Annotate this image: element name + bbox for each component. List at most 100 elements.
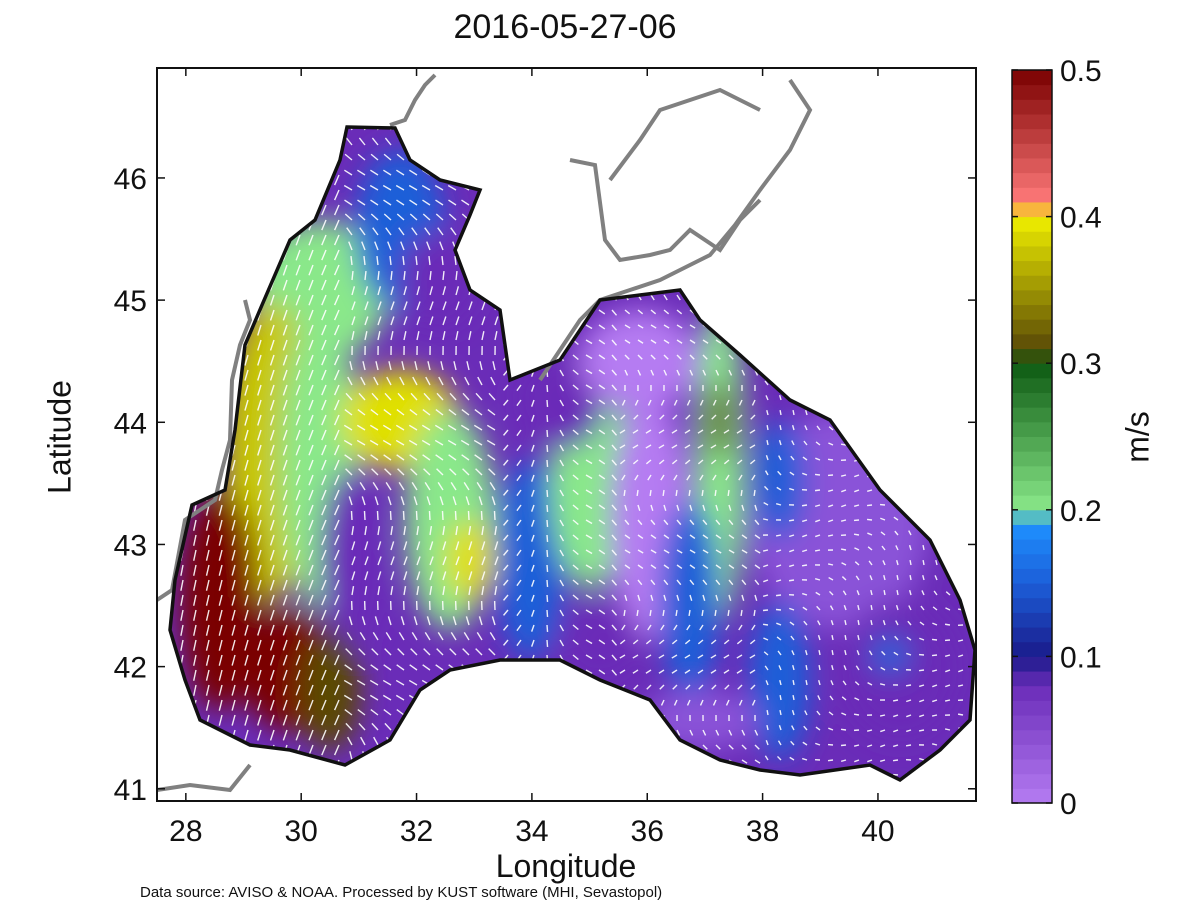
velocity-vector (572, 444, 579, 451)
colorbar-swatch (1012, 363, 1052, 379)
velocity-vector (634, 399, 639, 406)
velocity-vector (559, 624, 565, 632)
velocity-vector (333, 219, 340, 231)
velocity-vector (689, 369, 694, 376)
velocity-vector (841, 696, 847, 701)
velocity-vector (383, 454, 392, 461)
velocity-vector (738, 399, 743, 406)
velocity-vector (424, 482, 431, 491)
velocity-vector (346, 482, 353, 491)
velocity-vector (377, 556, 382, 566)
velocity-vector (572, 354, 579, 361)
velocity-vector (585, 669, 593, 675)
velocity-vector (935, 559, 938, 566)
velocity-vector (308, 429, 314, 441)
velocity-vector (572, 534, 579, 541)
velocity-vector (359, 482, 366, 491)
velocity-vector (619, 459, 626, 465)
y-axis-label: Latitude (41, 380, 78, 494)
velocity-vector (685, 684, 691, 690)
velocity-vector (257, 324, 262, 336)
velocity-vector (333, 444, 340, 456)
velocity-vector (257, 489, 262, 501)
velocity-vector (282, 534, 288, 546)
colorbar-swatch (1012, 84, 1052, 100)
velocity-vector (724, 684, 730, 690)
velocity-vector (269, 624, 275, 636)
velocity-vector (502, 639, 509, 646)
velocity-vector (697, 444, 704, 449)
velocity-vector (676, 519, 682, 526)
velocity-vector (763, 579, 769, 583)
velocity-vector (620, 414, 626, 420)
velocity-vector (400, 616, 405, 626)
velocity-vector (598, 519, 606, 525)
velocity-vector (776, 755, 782, 761)
velocity-vector (321, 399, 327, 411)
velocity-vector (671, 654, 678, 659)
velocity-vector (193, 564, 197, 576)
velocity-vector (908, 545, 912, 551)
velocity-vector (531, 444, 535, 452)
velocity-vector (559, 639, 565, 647)
velocity-vector (611, 504, 618, 511)
velocity-vector (180, 564, 184, 576)
velocity-vector (712, 699, 717, 706)
velocity-vector (363, 255, 366, 266)
velocity-vector (218, 594, 223, 606)
velocity-vector (384, 392, 392, 401)
velocity-vector (491, 496, 496, 506)
velocity-vector (649, 489, 652, 497)
velocity-vector (572, 429, 579, 436)
velocity-vector (231, 504, 236, 516)
velocity-vector (357, 153, 366, 161)
velocity-vector (854, 561, 860, 566)
velocity-vector (390, 270, 393, 281)
colorbar-swatch (1012, 700, 1052, 716)
velocity-vector (439, 241, 444, 251)
velocity-vector (619, 669, 626, 674)
velocity-vector (660, 624, 665, 631)
velocity-vector (611, 669, 618, 676)
velocity-vector (585, 474, 593, 480)
velocity-vector (815, 441, 821, 446)
velocity-vector (333, 414, 340, 426)
velocity-vector (377, 526, 381, 536)
velocity-vector (244, 654, 249, 666)
velocity-vector (321, 594, 327, 606)
velocity-vector (741, 549, 748, 554)
colorbar-swatch (1012, 157, 1052, 174)
velocity-vector (546, 579, 549, 588)
velocity-vector (308, 414, 314, 426)
velocity-vector (944, 623, 951, 626)
velocity-vector (632, 429, 639, 434)
velocity-vector (350, 255, 353, 266)
velocity-vector (658, 639, 665, 645)
velocity-vector (676, 339, 683, 344)
velocity-vector (791, 440, 795, 446)
velocity-vector (360, 736, 366, 746)
velocity-vector (676, 294, 681, 301)
velocity-vector (572, 369, 579, 376)
velocity-vector (516, 579, 522, 587)
velocity-vector (546, 564, 549, 573)
velocity-vector (611, 594, 618, 601)
velocity-vector (377, 301, 382, 311)
velocity-vector (831, 664, 834, 671)
velocity-vector (409, 199, 418, 206)
velocity-vector (754, 549, 761, 554)
velocity-vector (448, 408, 457, 416)
velocity-vector (442, 541, 447, 551)
velocity-vector (776, 636, 782, 641)
velocity-vector (269, 714, 275, 726)
velocity-vector (282, 579, 288, 591)
velocity-vector (684, 459, 691, 465)
velocity-vector (663, 594, 667, 601)
velocity-vector (778, 665, 782, 671)
velocity-vector (632, 669, 639, 674)
velocity-vector (741, 519, 747, 526)
velocity-vector (958, 669, 964, 673)
velocity-vector (572, 489, 579, 496)
velocity-vector (416, 586, 420, 596)
velocity-vector (244, 384, 249, 396)
